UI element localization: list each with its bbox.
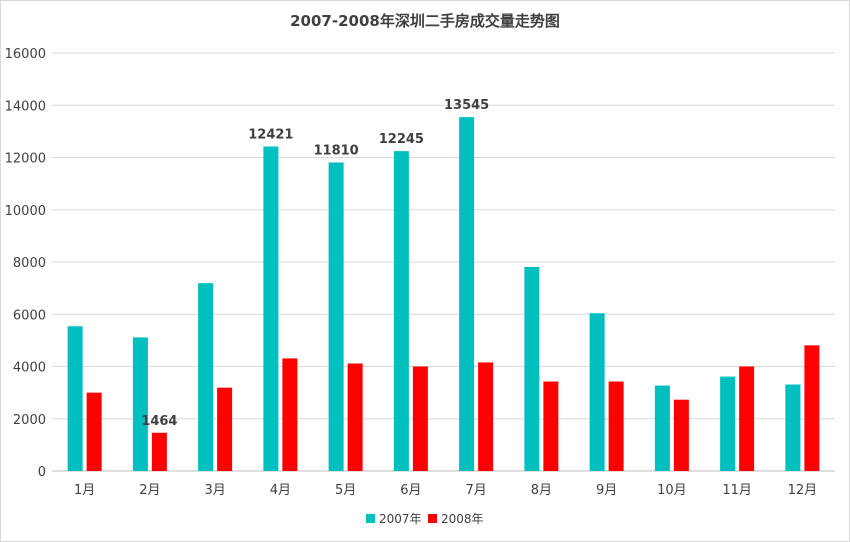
legend-label: 2007年 — [379, 512, 422, 526]
y-tick-label: 2000 — [13, 413, 46, 428]
bar-2008-10 — [673, 399, 689, 471]
y-tick-label: 16000 — [5, 47, 46, 62]
bar-2008-8 — [543, 381, 559, 471]
legend-swatch — [366, 514, 375, 523]
data-label: 12421 — [248, 128, 293, 143]
x-tick-label: 2月 — [139, 483, 160, 498]
bar-2007-6 — [393, 151, 409, 472]
x-tick-label: 5月 — [335, 483, 356, 498]
bar-2008-5 — [347, 363, 363, 471]
bar-2008-11 — [739, 366, 755, 471]
bar-2008-6 — [412, 366, 428, 471]
x-tick-label: 10月 — [657, 483, 687, 498]
data-label: 11810 — [314, 143, 359, 158]
bar-2007-3 — [198, 283, 214, 471]
bar-2007-8 — [524, 266, 540, 471]
y-axis: 0 2000 4000 6000 8000 10000 12000 14000 16000 — [5, 47, 46, 480]
y-tick-label: 14000 — [5, 99, 46, 114]
bar-2007-2 — [132, 337, 148, 471]
y-tick-label: 4000 — [13, 361, 46, 376]
x-tick-label: 4月 — [270, 483, 291, 498]
bar-2008-9 — [608, 381, 624, 471]
bar-2008-7 — [478, 362, 494, 471]
y-tick-label: 6000 — [13, 308, 46, 323]
bar-2007-7 — [459, 117, 475, 471]
x-axis: 1月 2月 3月 4月 5月 6月 7月 8月 9月 10月 11月 12月 — [74, 483, 817, 498]
bar-2007-11 — [720, 376, 736, 471]
gridlines — [52, 52, 835, 472]
bar-2007-1 — [67, 326, 83, 471]
bar-2007-12 — [785, 384, 801, 471]
x-tick-label: 8月 — [531, 483, 552, 498]
bars: 1464 12421 11810 12245 13545 — [67, 98, 820, 472]
x-tick-label: 1月 — [74, 483, 95, 498]
y-tick-label: 0 — [38, 465, 46, 480]
bar-2008-12 — [804, 345, 820, 471]
y-tick-label: 12000 — [5, 152, 46, 167]
data-label: 13545 — [444, 98, 489, 113]
x-tick-label: 3月 — [204, 483, 225, 498]
bar-2008-4 — [282, 358, 298, 471]
x-tick-label: 7月 — [465, 483, 486, 498]
bar-2007-5 — [328, 162, 344, 471]
x-tick-label: 11月 — [722, 483, 752, 498]
y-tick-label: 8000 — [13, 256, 46, 271]
data-label: 1464 — [141, 414, 177, 429]
bar-2007-9 — [589, 313, 605, 471]
x-tick-label: 9月 — [596, 483, 617, 498]
bar-2007-10 — [654, 385, 670, 471]
bar-2007-4 — [263, 146, 279, 471]
data-label: 12245 — [379, 132, 424, 147]
x-tick-label: 12月 — [788, 483, 818, 498]
legend: 2007年 2008年 — [366, 512, 484, 526]
bar-2008-1 — [86, 392, 102, 471]
chart-title: 2007-2008年深圳二手房成交量走势图 — [290, 12, 560, 30]
x-tick-label: 6月 — [400, 483, 421, 498]
bar-2008-2 — [151, 432, 167, 471]
legend-swatch — [428, 514, 437, 523]
y-tick-label: 10000 — [5, 204, 46, 219]
bar-2008-3 — [217, 387, 233, 471]
legend-label: 2008年 — [441, 512, 484, 526]
